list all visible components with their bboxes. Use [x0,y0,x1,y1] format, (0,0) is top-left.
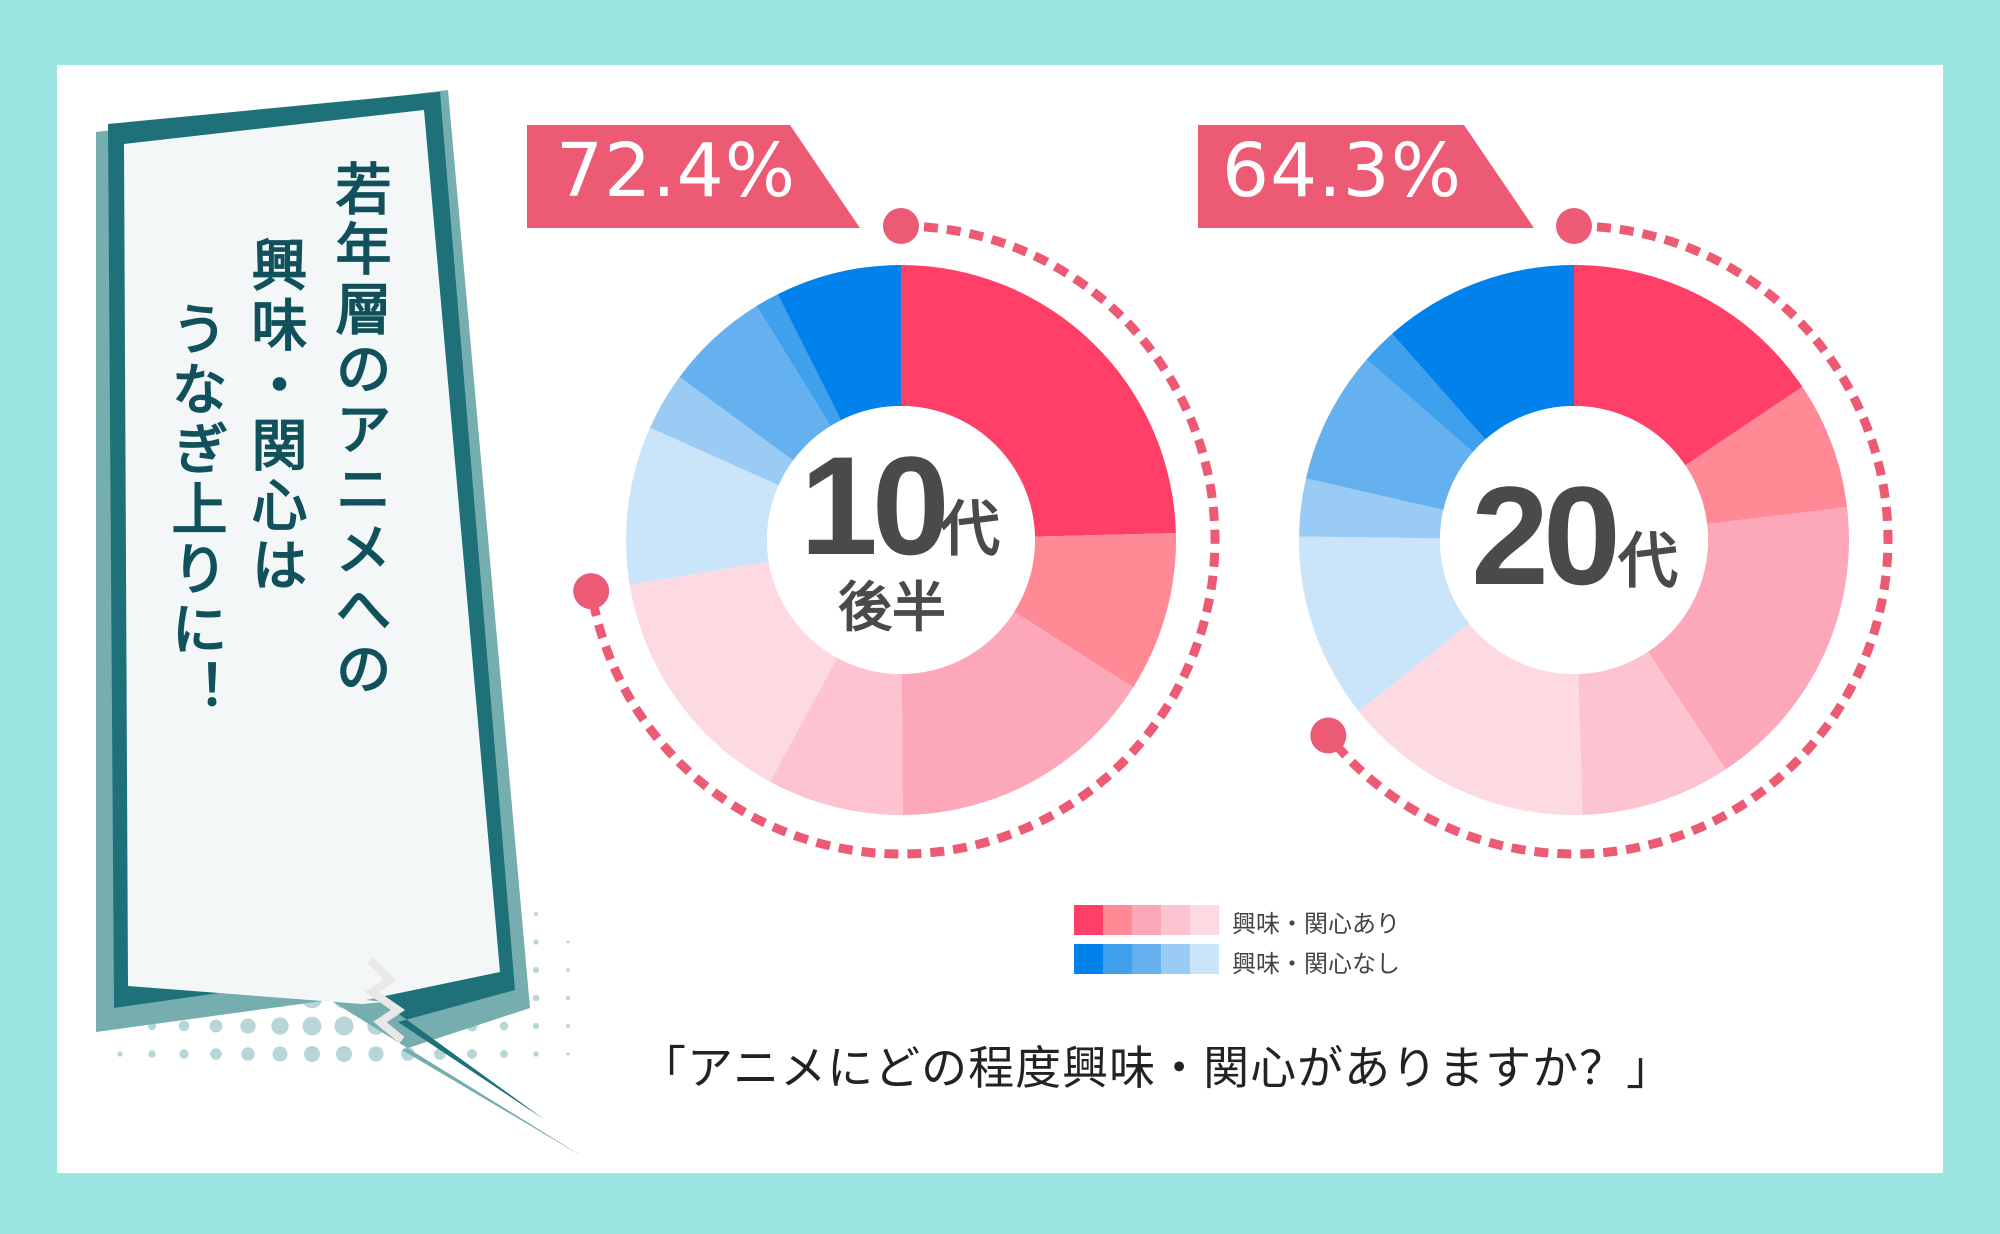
legend-label-not-interested: 興味・関心なし [1232,950,1400,978]
donut-segment [756,294,841,426]
donut-segment [1574,265,1803,466]
donut-segment [626,427,779,585]
legend-swatch-interested [1074,905,1103,935]
legend-label-interested: 興味・関心あり [1232,910,1400,938]
center-age-number-twenties: 20 [1471,457,1621,614]
arc-end-dot [573,573,610,610]
donut-segment [1685,386,1848,525]
legend-swatch-interested [1161,905,1190,935]
donut-segment [1306,359,1473,510]
donut-segment [1392,265,1574,440]
arc-end-dot [1310,717,1347,754]
headline-line-2: 興味・関心は [242,236,307,596]
donut-segment [1358,623,1583,816]
donut-segment [1014,533,1176,688]
donut-segment [770,657,903,815]
donut-segment [901,611,1134,815]
center-age-suffix-late-teens: 代 [940,496,1000,563]
headline-line-3: うなぎ上りに！ [162,300,227,720]
donut-segment [679,305,831,461]
legend-swatch-interested [1103,905,1132,935]
center-age-suffix-twenties: 代 [1618,528,1678,595]
highlight-dashed-arc [586,221,1220,859]
center-age-number-late-teens: 10 [800,427,950,584]
donut-segment [629,561,838,782]
legend-swatch-not-interested [1190,944,1219,974]
donut-segment [1647,507,1850,770]
percent-flag [1198,125,1534,228]
arc-start-dot [1556,208,1592,244]
percent-label-late-teens: 72.4% [556,128,797,214]
donut-segment [1578,651,1726,815]
legend-swatch-not-interested [1161,944,1190,974]
center-age-sub-late-teens: 後半 [838,578,946,638]
legend-swatch-not-interested [1103,944,1132,974]
legend-swatch-not-interested [1074,944,1103,974]
highlight-dashed-arc [1324,221,1893,859]
donut-segment [901,265,1176,537]
legend-swatch-interested [1190,905,1219,935]
donut-segment [777,265,901,421]
percent-flag [527,125,860,228]
arc-start-dot [883,208,919,244]
legend-swatch-not-interested [1132,944,1161,974]
donut-segment [650,376,794,486]
legend-swatch-interested [1132,905,1161,935]
survey-question: 「アニメにどの程度興味・関心がありますか？」 [640,1041,1674,1095]
donut-segment [1299,478,1444,539]
percent-label-twenties: 64.3% [1222,128,1463,214]
donut-segment [1366,333,1486,453]
donut-segment [1299,536,1470,712]
headline-line-1: 若年層のアニメへの [326,160,391,700]
